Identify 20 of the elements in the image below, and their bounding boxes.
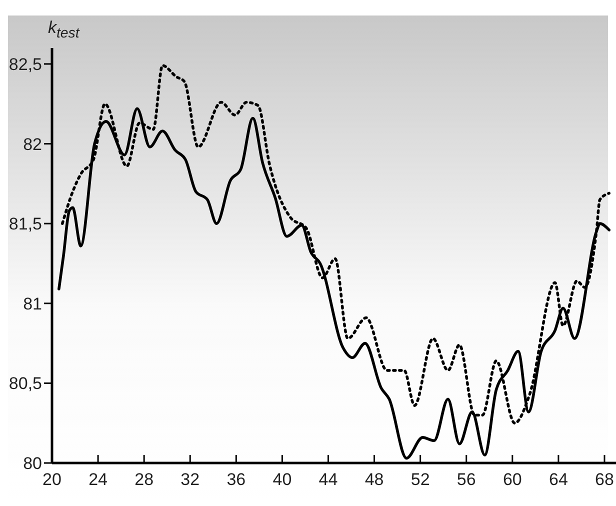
x-tick-label: 48 [364, 470, 384, 490]
y-tick-label: 81,5 [8, 214, 42, 234]
x-tick-label: 24 [88, 470, 108, 490]
x-tick-label: 20 [42, 470, 62, 490]
x-tick-label: 64 [548, 470, 568, 490]
y-tick-label: 80 [23, 454, 42, 474]
x-tick-label: 68 [595, 470, 614, 490]
x-tick-label: 36 [226, 470, 246, 490]
y-tick-label: 80,5 [8, 374, 42, 394]
x-tick-label: 60 [502, 470, 522, 490]
x-tick-label: 32 [180, 470, 200, 490]
x-tick-label: 28 [134, 470, 154, 490]
y-axis-title: k$_{test}$ [48, 18, 80, 42]
x-tick-label: 52 [410, 470, 430, 490]
y-tick-label: 82 [23, 134, 42, 154]
y-tick-label: 81 [23, 294, 42, 314]
x-tick-label: 56 [456, 470, 476, 490]
x-tick-label: 44 [318, 470, 338, 490]
x-tick-label: 40 [272, 470, 292, 490]
y-tick-label: 82,5 [8, 54, 42, 74]
